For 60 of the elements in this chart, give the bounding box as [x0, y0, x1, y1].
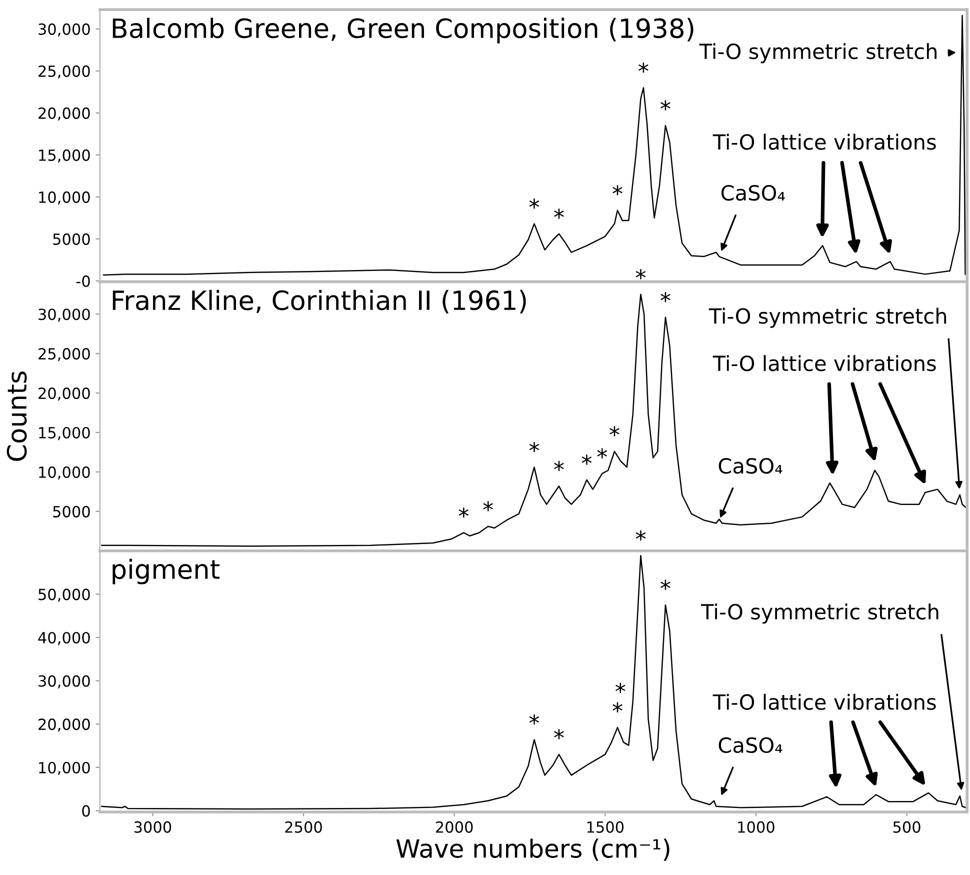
y-tick-label: 15,000 — [39, 426, 90, 440]
y-tick-label: 30,000 — [38, 308, 90, 322]
y-tick-label: 40,000 — [38, 632, 90, 646]
y-tick-label: 10,000 — [39, 466, 90, 480]
annotation: * — [529, 198, 540, 209]
annotation: * — [636, 530, 646, 540]
annotation: * — [582, 454, 592, 465]
chart-title: Balcomb Greene, Green Composition (1938) — [112, 18, 694, 44]
annotation: * — [458, 507, 469, 518]
annotation: Ti-O symmetric stretch — [708, 308, 946, 328]
annotation: * — [554, 729, 564, 740]
x-tick-label: 2000 — [436, 821, 473, 833]
annotation: CaSO₄ — [718, 737, 782, 754]
annotation: * — [615, 682, 626, 693]
annotation: * — [529, 714, 540, 725]
annotation: CaSO₄ — [718, 458, 782, 474]
y-tick-label: 10,000 — [39, 762, 90, 775]
y-tick-label: 15,000 — [39, 149, 90, 163]
annotation: * — [612, 702, 622, 712]
annotation: * — [660, 580, 670, 590]
y-axis-title: Counts — [6, 372, 27, 461]
annotation: Ti-O symmetric stretch — [699, 43, 936, 64]
annotation: Ti-O symmetric stretch — [701, 603, 938, 624]
x-axis-title: Wave numbers (cm⁻¹) — [396, 838, 670, 861]
y-tick-label: 30,000 — [38, 675, 90, 688]
x-tick-label: 2500 — [285, 821, 322, 833]
x-tick-label: 1000 — [738, 821, 774, 833]
annotation: * — [660, 292, 670, 302]
annotation: Ti-O lattice vibrations — [712, 694, 936, 710]
annotation: * — [597, 448, 608, 458]
chart-title: Franz Kline, Corinthian II (1961) — [112, 290, 526, 314]
annotation: * — [554, 208, 564, 219]
y-tick-label: 20,000 — [38, 718, 90, 732]
chart-title: pigment — [112, 558, 220, 584]
y-tick-label: 5000 — [53, 506, 90, 518]
annotation: * — [638, 62, 648, 73]
annotation: CaSO₄ — [721, 184, 785, 201]
y-tick-label: 25,000 — [38, 65, 90, 79]
x-tick-label: 500 — [893, 821, 920, 833]
y-tick-label: 50,000 — [38, 588, 90, 602]
y-tick-label: 5000 — [53, 233, 90, 245]
annotation: * — [483, 501, 493, 512]
y-tick-label: 20,000 — [38, 107, 90, 121]
annotation: * — [529, 442, 540, 452]
y-tick-label: 0 — [82, 805, 90, 817]
annotation: Ti-O lattice vibrations — [712, 355, 936, 372]
annotation: * — [660, 100, 670, 110]
y-tick-label: 10,000 — [39, 191, 90, 205]
annotation: * — [610, 426, 620, 436]
y-tick-label: 25,000 — [38, 348, 90, 362]
x-tick-label: 1500 — [587, 821, 624, 833]
y-tick-label: -0 — [76, 275, 90, 287]
annotation: Ti-O lattice vibrations — [712, 134, 936, 150]
line-series — [101, 555, 967, 810]
x-tick-label: 3000 — [134, 821, 172, 833]
y-tick-label: 30,000 — [38, 23, 90, 37]
annotation: * — [554, 460, 564, 472]
y-tick-label: 20,000 — [38, 388, 90, 401]
annotation: * — [636, 269, 646, 280]
annotation: * — [612, 185, 622, 196]
